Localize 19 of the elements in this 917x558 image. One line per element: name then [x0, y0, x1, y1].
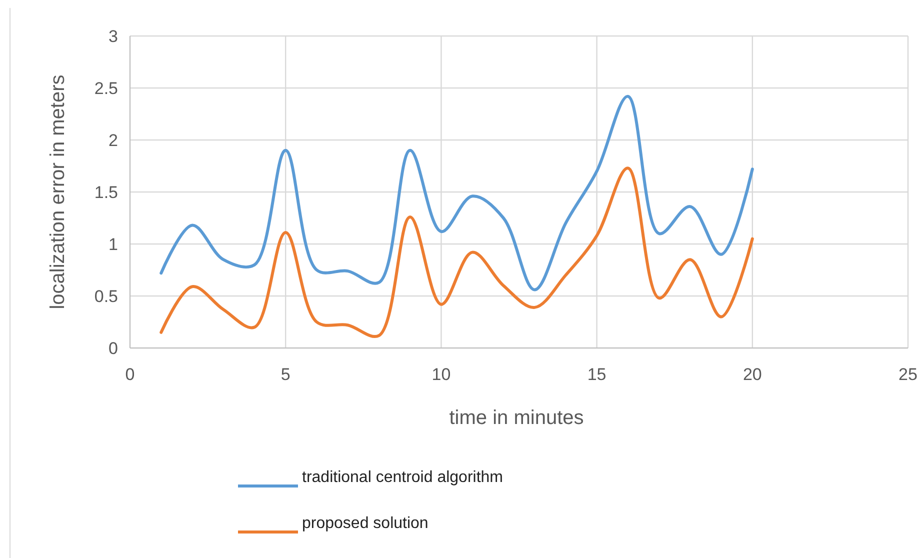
x-tick-label: 25: [898, 365, 917, 384]
y-tick-label: 2: [108, 130, 118, 150]
x-tick-label: 15: [587, 365, 606, 384]
line-series: [160, 94, 754, 292]
x-tick-label: 5: [280, 365, 290, 384]
y-tick-label: 3: [108, 26, 118, 46]
y-tick-label: 0.5: [94, 286, 118, 306]
y-tick-label: 1.5: [94, 182, 118, 202]
legend-label: proposed solution: [302, 515, 428, 532]
legend-label: traditional centroid algorithm: [302, 469, 503, 486]
x-tick-label: 10: [432, 365, 451, 384]
line-series: [160, 166, 754, 338]
y-tick-label: 1: [108, 234, 118, 254]
x-tick-label: 0: [125, 365, 135, 384]
y-tick-label: 0: [108, 338, 118, 358]
x-tick-label: 20: [742, 365, 762, 384]
y-axis-title: localization error in meters: [47, 74, 69, 310]
x-axis-title: time in minutes: [449, 407, 584, 429]
y-tick-label: 2.5: [94, 78, 118, 98]
